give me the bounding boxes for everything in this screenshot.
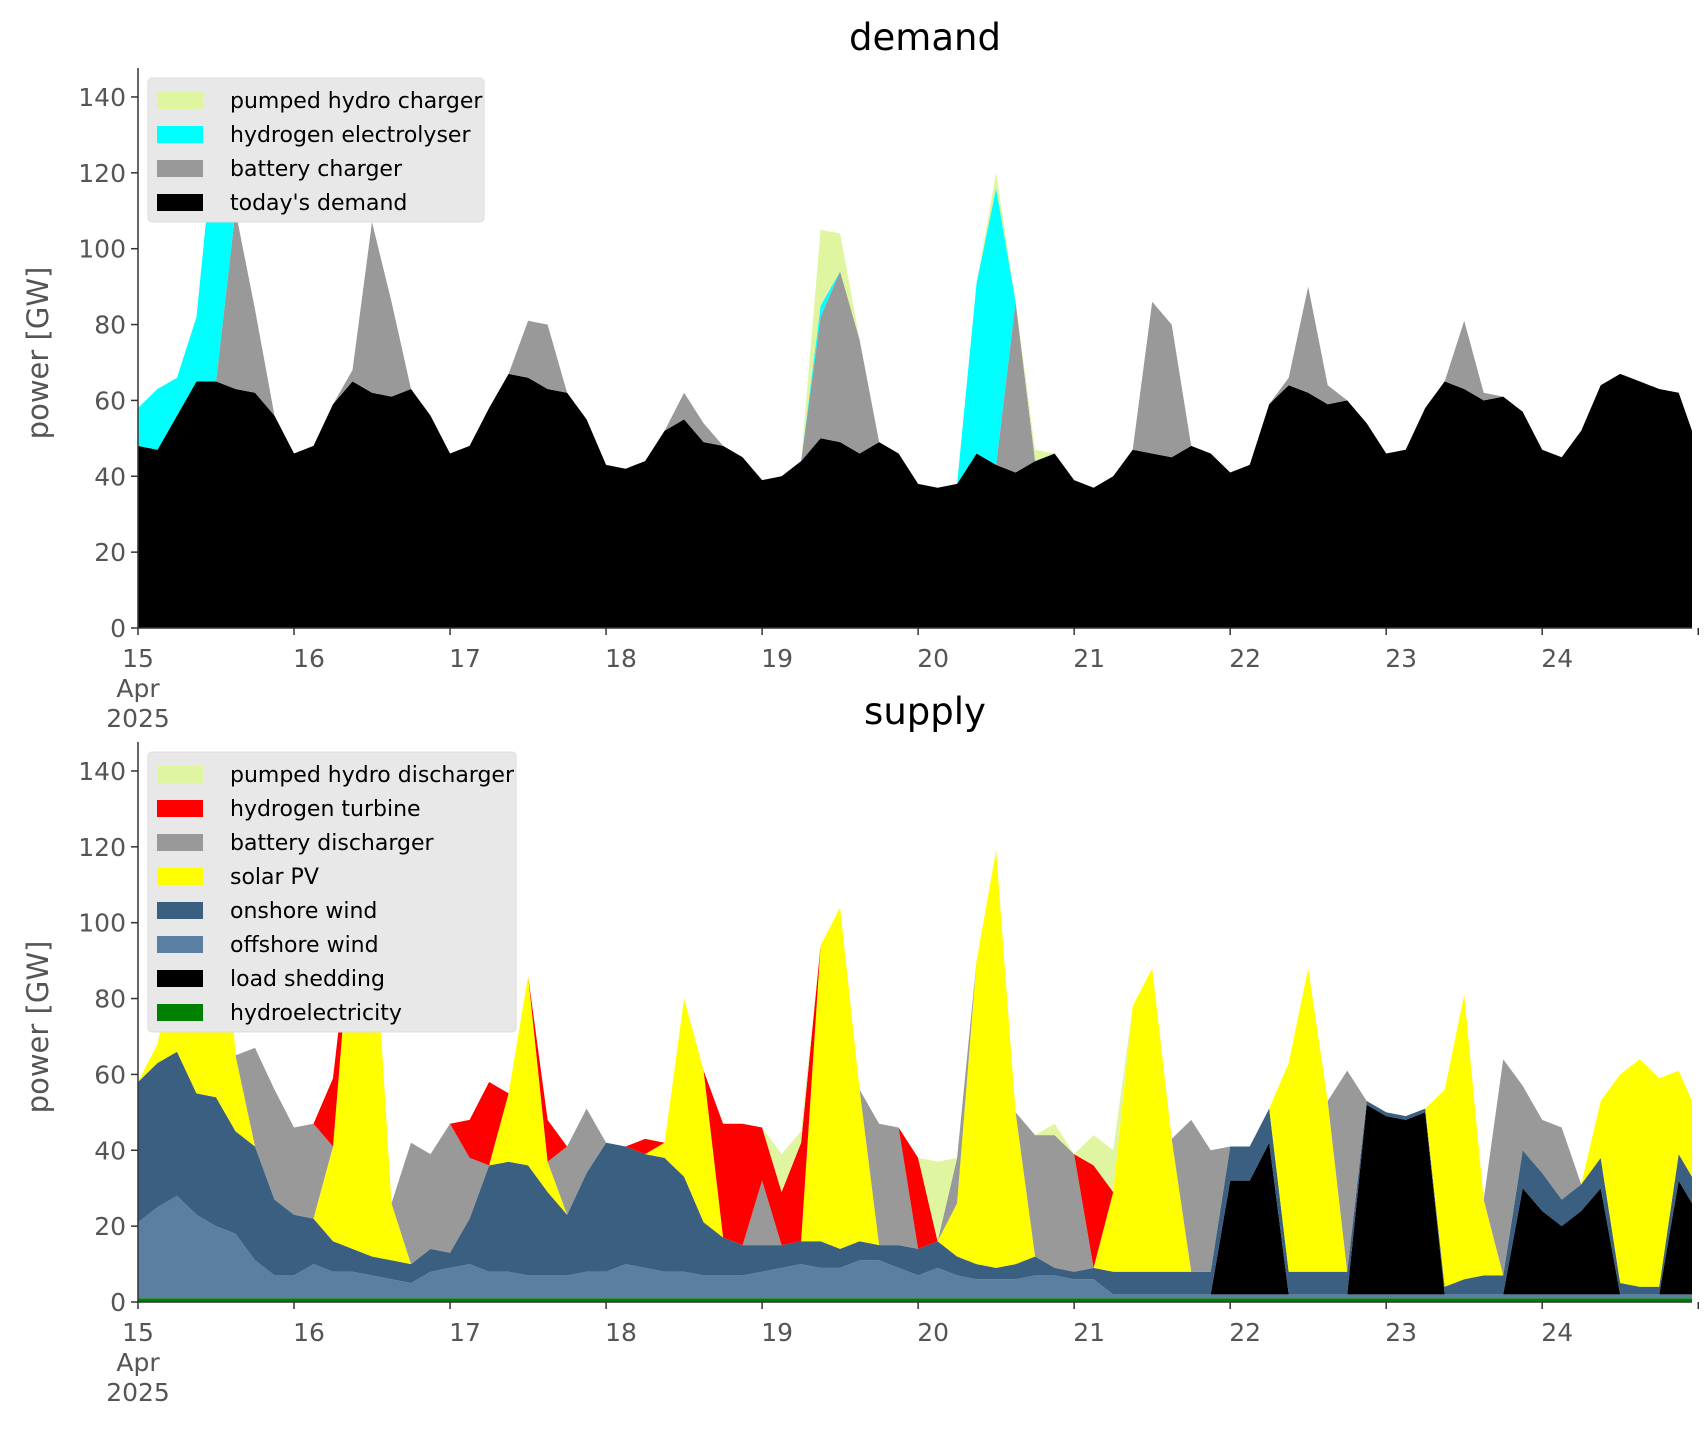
- legend-swatch-battery-discharger: [157, 834, 203, 851]
- legend-swatch-today-s-demand: [157, 194, 203, 211]
- legend-swatch-solar-pv: [157, 868, 203, 885]
- area-onshore-wind: [138, 1051, 1692, 1295]
- x-tick-label: 24: [1541, 1318, 1573, 1347]
- legend: pumped hydro charger hydrogen electrolyse…: [147, 77, 485, 223]
- area-hydrogen-turbine: [138, 778, 1692, 1268]
- area-solar-pv: [138, 778, 1692, 1287]
- y-axis-label: power [GW]: [21, 267, 55, 440]
- y-tick-label: 140: [78, 757, 126, 786]
- legend-label-today-s-demand: today's demand: [230, 191, 407, 216]
- y-tick-label: 120: [78, 159, 126, 188]
- y-tick-label: 140: [78, 83, 126, 112]
- legend-swatch-battery-charger: [157, 160, 203, 177]
- legend-swatch-hydrogen-turbine: [157, 800, 203, 817]
- y-tick-label: 120: [78, 833, 126, 862]
- area-series-group: [138, 778, 1692, 1302]
- x-tick-label: 15: [122, 644, 154, 673]
- legend-swatch-hydroelectricity: [157, 1004, 203, 1021]
- x-tick-label: 22: [1229, 644, 1261, 673]
- x-tick-label: 18: [605, 644, 637, 673]
- x-tick-label: 21: [1073, 1318, 1105, 1347]
- y-tick-label: 20: [94, 538, 126, 567]
- x-tick-label: 16: [293, 644, 325, 673]
- x-tick-label: 19: [761, 644, 793, 673]
- x-tick-label: 15: [122, 1318, 154, 1347]
- x-tick-sublabel: 2025: [106, 1378, 170, 1407]
- legend-swatch-pumped-hydro-charger: [157, 92, 203, 109]
- legend-swatch-offshore-wind: [157, 936, 203, 953]
- x-tick-label: 23: [1385, 1318, 1417, 1347]
- y-tick-label: 80: [94, 311, 126, 340]
- legend-swatch-hydrogen-electrolyser: [157, 126, 203, 143]
- legend-label-battery-discharger: battery discharger: [230, 831, 435, 856]
- legend-swatch-onshore-wind: [157, 902, 203, 919]
- legend-swatch-pumped-hydro-discharger: [157, 766, 203, 783]
- y-tick-label: 0: [110, 1288, 126, 1317]
- y-tick-label: 40: [94, 1136, 126, 1165]
- x-tick-label: 17: [449, 644, 481, 673]
- x-tick-label: 21: [1073, 644, 1105, 673]
- x-tick-label: 19: [761, 1318, 793, 1347]
- x-tick-sublabel: Apr: [116, 674, 160, 703]
- legend-label-hydrogen-turbine: hydrogen turbine: [230, 797, 421, 822]
- x-tick-sublabel: Apr: [116, 1348, 160, 1377]
- legend-swatch-load-shedding: [157, 970, 203, 987]
- chart-title: supply: [864, 690, 986, 733]
- y-tick-label: 80: [94, 985, 126, 1014]
- area-hydroelectricity: [138, 1298, 1692, 1302]
- y-axis-label: power [GW]: [21, 941, 55, 1114]
- x-tick-label: 20: [917, 1318, 949, 1347]
- y-tick-label: 20: [94, 1212, 126, 1241]
- area-offshore-wind: [138, 1195, 1692, 1299]
- legend: pumped hydro discharger hydrogen turbine b…: [147, 751, 517, 1033]
- area-series-group: [138, 119, 1692, 628]
- legend-label-hydroelectricity: hydroelectricity: [230, 1001, 402, 1026]
- x-tick-label: 24: [1541, 644, 1573, 673]
- area-today-s-demand: [138, 373, 1692, 628]
- y-tick-label: 60: [94, 1060, 126, 1089]
- x-tick-label: 23: [1385, 644, 1417, 673]
- x-tick-label: 16: [293, 1318, 325, 1347]
- legend-label-pumped-hydro-discharger: pumped hydro discharger: [230, 763, 515, 788]
- legend-label-solar-pv: solar PV: [230, 865, 319, 890]
- x-tick-label: 22: [1229, 1318, 1261, 1347]
- chart-title: demand: [849, 16, 1001, 59]
- legend-label-hydrogen-electrolyser: hydrogen electrolyser: [230, 123, 471, 148]
- x-tick-label: 20: [917, 644, 949, 673]
- y-tick-label: 0: [110, 614, 126, 643]
- x-tick-sublabel: 2025: [106, 704, 170, 733]
- y-tick-label: 100: [78, 235, 126, 264]
- y-tick-label: 60: [94, 386, 126, 415]
- legend-label-onshore-wind: onshore wind: [230, 899, 377, 924]
- x-tick-label: 17: [449, 1318, 481, 1347]
- area-load-shedding: [138, 1104, 1692, 1295]
- legend-label-battery-charger: battery charger: [230, 157, 403, 182]
- y-tick-label: 100: [78, 909, 126, 938]
- legend-box: [147, 751, 517, 1033]
- legend-label-load-shedding: load shedding: [230, 967, 385, 992]
- legend-box: [147, 77, 485, 223]
- x-tick-label: 18: [605, 1318, 637, 1347]
- y-tick-label: 40: [94, 462, 126, 491]
- legend-label-offshore-wind: offshore wind: [230, 933, 379, 958]
- legend-label-pumped-hydro-charger: pumped hydro charger: [230, 89, 483, 114]
